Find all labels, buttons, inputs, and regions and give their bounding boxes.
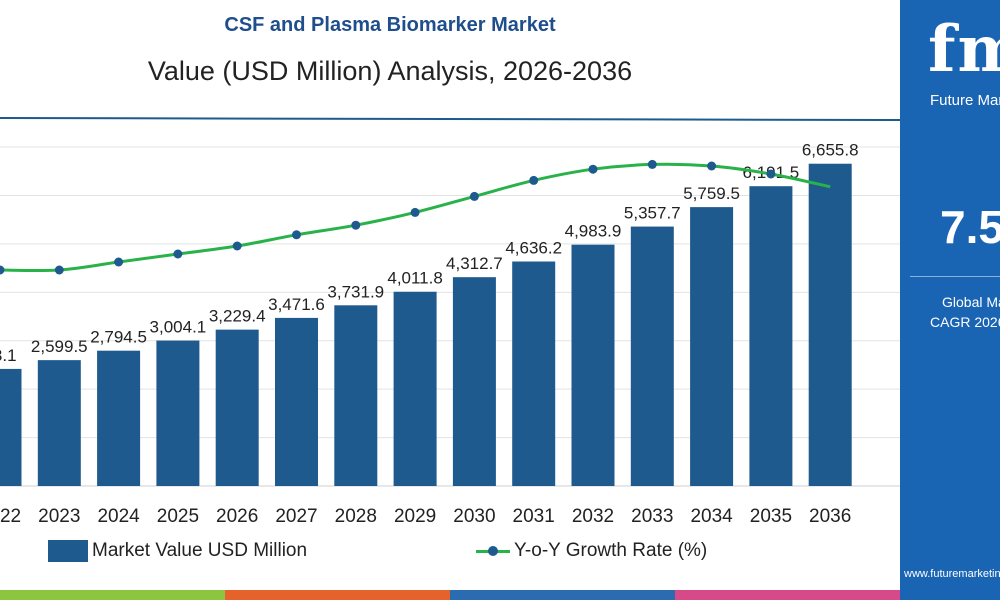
x-tick-label: 2031 bbox=[513, 506, 555, 527]
strip-segment-1 bbox=[0, 590, 225, 600]
strip-segment-4 bbox=[675, 590, 900, 600]
chart-subtitle: Value (USD Million) Analysis, 2026-2036 bbox=[147, 56, 633, 86]
cagr-caption-line1: Global Market bbox=[942, 294, 1000, 310]
x-tick-label: 2025 bbox=[157, 506, 199, 527]
growth-point bbox=[232, 241, 242, 251]
brand-name: Future Market Insights bbox=[930, 92, 1000, 109]
legend-line-swatch bbox=[476, 540, 510, 562]
bar bbox=[156, 340, 200, 486]
x-tick-label: 2023 bbox=[38, 506, 80, 527]
bar-value-label: 4,636.2 bbox=[505, 239, 562, 258]
x-tick-label: 2027 bbox=[275, 506, 317, 527]
bar bbox=[334, 305, 378, 486]
bar-value-label: 5,759.5 bbox=[683, 184, 740, 203]
x-tick-label: 2026 bbox=[216, 506, 258, 527]
growth-point bbox=[529, 175, 539, 185]
website-url[interactable]: www.futuremarketinsights.com bbox=[904, 568, 1000, 580]
growth-point bbox=[173, 249, 183, 259]
bar-value-label: 3,004.1 bbox=[150, 318, 207, 337]
x-tick-label: 2030 bbox=[453, 506, 495, 527]
growth-point bbox=[0, 265, 5, 275]
bar-value-label: 2,599.5 bbox=[31, 337, 88, 356]
bar-value-label: 6,655.8 bbox=[802, 141, 859, 160]
x-tick-label: 2036 bbox=[809, 506, 851, 527]
growth-point bbox=[292, 230, 301, 240]
bar-value-label: 3,471.6 bbox=[268, 295, 325, 314]
x-axis: 2022 2023 2024 2025 2026 2027 2028 2029 2030 2031… bbox=[0, 506, 851, 527]
bar-value-label: 2,794.5 bbox=[90, 328, 147, 347]
bar bbox=[749, 186, 793, 486]
growth-point bbox=[707, 161, 717, 171]
x-tick-label: 2034 bbox=[690, 506, 733, 527]
bar-value-label: 3,731.9 bbox=[327, 282, 384, 301]
growth-point bbox=[766, 169, 776, 179]
growth-point bbox=[410, 207, 420, 217]
bar-value-label: 5,357.7 bbox=[624, 204, 681, 223]
bar bbox=[690, 207, 734, 486]
x-tick-label: 2029 bbox=[394, 506, 436, 527]
strip-segment-3 bbox=[450, 590, 675, 600]
legend-bar-entry: Market Value USD Million bbox=[48, 540, 307, 562]
legend-line-label: Y-o-Y Growth Rate (%) bbox=[514, 540, 708, 561]
legend-line-entry: Y-o-Y Growth Rate (%) bbox=[476, 540, 707, 562]
bar-value-label: 3,229.4 bbox=[209, 307, 266, 326]
growth-line bbox=[0, 159, 831, 275]
bar-value-label: 4,011.8 bbox=[387, 269, 442, 288]
legend-bar-label: Market Value USD Million bbox=[92, 540, 308, 561]
bar-value-label: 4,312.7 bbox=[446, 254, 503, 273]
top-rule bbox=[0, 117, 900, 121]
cagr-caption-line2: CAGR 2026-2036 bbox=[930, 314, 1000, 330]
bar bbox=[808, 163, 852, 486]
bar bbox=[630, 226, 674, 486]
bar-value-label: 4,983.9 bbox=[565, 222, 622, 241]
legend-bar-swatch bbox=[48, 540, 88, 562]
fmi-logo: fmi bbox=[928, 12, 1000, 87]
panel-divider bbox=[910, 276, 1000, 277]
bar bbox=[393, 291, 437, 486]
x-tick-label: 2024 bbox=[97, 506, 140, 527]
x-tick-label: 2032 bbox=[572, 506, 614, 527]
bar bbox=[215, 329, 259, 486]
cagr-value: 7.5% bbox=[940, 201, 1000, 253]
bar bbox=[512, 261, 556, 486]
growth-point bbox=[588, 164, 598, 174]
chart: 18.1 2,599.52,794.53,004.13,229.43,471.63… bbox=[0, 117, 900, 527]
bar bbox=[571, 244, 615, 486]
bar bbox=[275, 317, 318, 486]
bar bbox=[37, 360, 81, 486]
growth-point bbox=[114, 257, 124, 267]
bar bbox=[0, 368, 22, 486]
growth-point bbox=[54, 265, 64, 275]
chart-title: CSF and Plasma Biomarker Market bbox=[224, 14, 556, 36]
x-tick-label: 2028 bbox=[335, 506, 377, 527]
growth-point bbox=[351, 220, 361, 230]
x-tick-label: 2035 bbox=[750, 506, 792, 527]
data-labels: 18.1 2,599.52,794.53,004.13,229.43,471.63… bbox=[0, 141, 859, 365]
bar-value-label: 18.1 bbox=[0, 346, 17, 365]
growth-point bbox=[647, 159, 657, 169]
bars bbox=[0, 163, 852, 486]
brand-side-panel: fmi Future Market Insights 7.5% Global M… bbox=[900, 0, 1000, 600]
strip-segment-2 bbox=[225, 590, 450, 600]
bar bbox=[97, 350, 141, 486]
growth-point bbox=[469, 191, 479, 201]
x-tick-label: 2033 bbox=[631, 506, 673, 527]
bottom-color-strip bbox=[0, 590, 900, 600]
bar bbox=[452, 277, 496, 486]
x-tick-label: 2022 bbox=[0, 506, 21, 527]
